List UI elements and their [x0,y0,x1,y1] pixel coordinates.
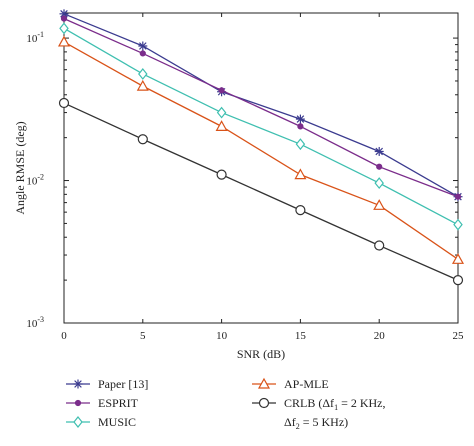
x-tick-label: 25 [453,330,465,342]
diamond-marker [453,218,463,231]
star-marker [138,41,148,51]
x-tick-label: 5 [140,330,146,342]
circle-marker [258,397,270,409]
legend-label: ESPRIT [98,396,139,410]
diamond-marker [374,177,384,190]
x-axis-label: SNR (dB) [237,347,285,361]
series-4 [58,97,464,286]
legend-item: Paper [13] [66,377,148,391]
triangle-marker [451,253,465,264]
legend-item: CRLB (Δf1 = 2 KHz, Δf2 = 5 KHz) [252,396,386,431]
star-marker [73,379,83,389]
x-tick-label: 10 [216,330,228,342]
dot-marker [454,193,462,200]
series-line [63,18,459,198]
diamond-marker [73,416,83,428]
axis-ticks: 0 5 10 15 20 25 10-1 10-2 10-3 [26,13,464,342]
series-line [63,27,459,226]
legend-label: MUSIC [98,415,136,429]
triangle-marker [373,199,386,210]
series-line [63,102,459,281]
series-line [63,41,459,260]
y-tick-label: 10-2 [26,173,44,188]
legend-item: MUSIC [66,415,136,429]
legend-item: ESPRIT [66,396,139,410]
x-tick-label: 0 [61,330,67,342]
circle-marker [58,97,70,109]
dot-marker [60,15,68,22]
star-marker [374,146,384,156]
y-tick-label: 10-3 [26,315,44,330]
legend-label: CRLB (Δf1 = 2 KHz, [284,396,386,412]
y-tick-label: 10-1 [26,30,44,45]
plot-frame [63,12,459,324]
x-tick-label: 20 [374,330,386,342]
legend-label: Paper [13] [98,377,148,391]
dot-marker [139,50,146,57]
dot-marker [376,163,383,170]
circle-marker [137,134,148,145]
diamond-marker [216,106,227,119]
diamond-marker [295,138,306,151]
legend-item: AP-MLE [252,377,329,391]
circle-marker [216,169,227,180]
series-1 [60,15,462,200]
triangle-marker [257,377,271,389]
triangle-marker [294,168,307,180]
triangle-marker [57,35,71,47]
series-2 [59,22,463,231]
series-0 [59,9,463,202]
triangle-marker [215,120,228,131]
x-tick-label: 15 [295,330,307,342]
legend-label-line2: Δf2 = 5 KHz) [284,415,348,431]
diamond-marker [59,22,69,35]
dot-marker [74,399,82,407]
star-marker [295,114,305,124]
series-line [63,13,459,198]
circle-marker [452,275,464,286]
series-3 [57,35,465,264]
circle-marker [374,240,385,251]
legend: Paper [13] ESPRIT MUSIC AP-MLE CRLB (Δf1 = 2… [66,377,386,431]
y-axis-label: Angle RMSE (deg) [13,121,27,214]
dot-marker [297,123,304,130]
legend-label: AP-MLE [284,377,329,391]
triangle-marker [136,79,149,91]
series-layer [57,9,465,286]
circle-marker [295,205,306,216]
diamond-marker [138,67,148,80]
dot-marker [218,87,225,94]
